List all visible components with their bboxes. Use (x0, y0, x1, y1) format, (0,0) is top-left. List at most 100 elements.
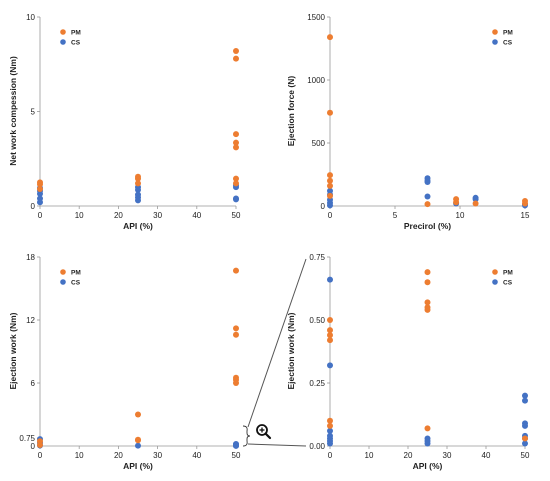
x-tick-label: 10 (456, 211, 465, 220)
data-point-pm (327, 177, 333, 184)
legend-label-cs: CS (503, 280, 513, 287)
data-point-pm (472, 200, 479, 207)
data-point-pm (233, 267, 239, 274)
data-point-pm (233, 139, 239, 146)
x-tick-label: 50 (232, 451, 241, 460)
data-point-pm (522, 435, 528, 442)
data-point-pm (37, 441, 43, 448)
data-point-pm (424, 306, 431, 313)
data-point-cs (522, 397, 528, 404)
legend-marker-pm (60, 269, 66, 275)
legend-label-pm: PM (503, 30, 513, 37)
y-tick-label: 5 (31, 108, 36, 117)
x-tick-label: 30 (153, 211, 162, 220)
legend-marker-cs (60, 39, 66, 45)
y-axis-label: Ejection work (Nm) (8, 312, 18, 389)
data-point-pm (327, 192, 333, 199)
y-tick-label: 0.50 (309, 316, 325, 325)
data-point-cs (327, 427, 333, 434)
data-point-cs (233, 196, 239, 203)
data-point-pm (233, 144, 239, 151)
legend-marker-cs (492, 279, 498, 285)
x-tick-label: 50 (232, 211, 241, 220)
data-point-cs (135, 442, 141, 449)
data-point-pm (135, 437, 141, 444)
data-point-pm (233, 48, 239, 55)
chart-panel-4: 0 10 20 30 40 50 0.00 0.25 0.50 0.75 API (%) Ejecti… (286, 253, 530, 471)
data-point-cs (424, 440, 431, 447)
zoom-connector-top (247, 258, 307, 428)
zoom-overlay (242, 258, 307, 447)
data-point-pm (327, 182, 333, 189)
x-axis-label: API (%) (123, 461, 153, 471)
data-point-pm (522, 200, 528, 207)
y-tick-label: 0.75 (19, 434, 35, 443)
chart-panel-1: 0 10 20 30 40 50 0 5 10 API (%) Net work compessio… (8, 13, 241, 231)
legend-label-cs: CS (503, 40, 513, 47)
data-point-pm (327, 327, 333, 334)
y-tick-label: 0.75 (309, 253, 325, 262)
data-point-cs (472, 196, 479, 203)
x-tick-label: 20 (114, 211, 123, 220)
legend-marker-cs (492, 39, 498, 45)
data-point-pm (233, 325, 239, 332)
legend-label-pm: PM (71, 30, 81, 37)
data-point-pm (233, 331, 239, 338)
x-tick-label: 40 (482, 451, 491, 460)
y-axis-label: Ejection work (Nm) (286, 312, 296, 389)
legend-label-cs: CS (71, 280, 81, 287)
data-point-pm (327, 332, 333, 339)
y-tick-label: 500 (312, 139, 326, 148)
x-tick-label: 0 (328, 211, 333, 220)
data-point-pm (233, 175, 239, 182)
x-tick-label: 20 (404, 451, 413, 460)
data-point-pm (327, 337, 333, 344)
data-point-pm (135, 180, 141, 187)
data-point-pm (327, 172, 333, 179)
y-tick-label: 0 (31, 202, 36, 211)
data-point-pm (424, 299, 431, 306)
data-point-pm (327, 317, 333, 323)
zoom-in-icon (256, 424, 272, 440)
data-point-pm (453, 199, 460, 206)
x-tick-label: 0 (38, 451, 43, 460)
x-tick-label: 30 (443, 451, 452, 460)
legend-label-pm: PM (71, 270, 81, 277)
data-point-pm (327, 109, 333, 116)
y-tick-label: 1500 (307, 13, 325, 22)
y-tick-label: 6 (31, 379, 36, 388)
chart-panel-2: 0 5 10 15 0 500 1000 1500 Precirol (%) Ejection f… (286, 13, 530, 231)
data-point-pm (424, 279, 431, 286)
data-point-cs (327, 440, 333, 447)
data-point-pm (424, 201, 431, 208)
zoom-connector-bottom (247, 443, 307, 447)
y-axis-label: Net work compession (Nm) (8, 56, 18, 166)
x-tick-label: 0 (328, 451, 333, 460)
data-point-pm (135, 411, 141, 418)
x-tick-label: 5 (393, 211, 398, 220)
y-tick-label: 12 (26, 316, 35, 325)
data-point-cs (327, 362, 333, 369)
x-tick-label: 40 (192, 211, 201, 220)
chart-panel-3: 0 10 20 30 40 50 00.75 6 12 18 API (%) Ejection wor… (8, 253, 241, 471)
data-point-cs (135, 186, 141, 193)
zoom-brace (242, 425, 251, 447)
data-point-pm (327, 422, 333, 429)
y-tick-label: 0 (31, 442, 36, 451)
x-tick-label: 50 (521, 451, 530, 460)
data-point-cs (37, 199, 43, 206)
data-point-cs (424, 193, 431, 200)
x-tick-label: 0 (38, 211, 43, 220)
data-point-cs (37, 190, 43, 197)
x-tick-label: 15 (521, 211, 530, 220)
legend-marker-pm (492, 29, 498, 35)
x-axis-label: API (%) (123, 221, 153, 231)
data-point-cs (327, 276, 333, 283)
x-tick-label: 40 (192, 451, 201, 460)
data-point-cs (233, 442, 239, 449)
data-point-pm (424, 269, 431, 276)
data-point-pm (233, 180, 239, 187)
data-point-pm (327, 417, 333, 424)
legend-label-pm: PM (503, 270, 513, 277)
data-point-pm (37, 179, 43, 186)
